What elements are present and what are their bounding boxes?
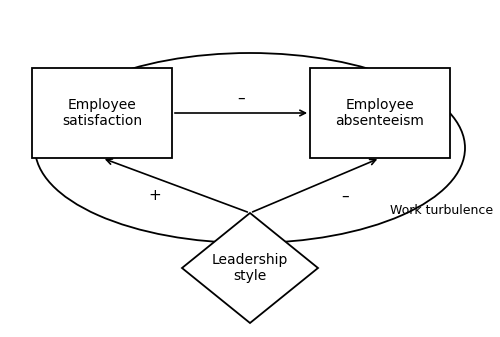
Text: –: – bbox=[237, 91, 245, 105]
Text: Employee
absenteeism: Employee absenteeism bbox=[336, 98, 424, 128]
Text: Employee
satisfaction: Employee satisfaction bbox=[62, 98, 142, 128]
Polygon shape bbox=[182, 213, 318, 323]
Text: Leadership
style: Leadership style bbox=[212, 253, 288, 283]
Text: +: + bbox=[148, 188, 162, 204]
Bar bbox=[32, 68, 172, 158]
Text: –: – bbox=[341, 188, 349, 204]
Bar bbox=[310, 68, 450, 158]
Text: Work turbulence: Work turbulence bbox=[390, 204, 493, 216]
